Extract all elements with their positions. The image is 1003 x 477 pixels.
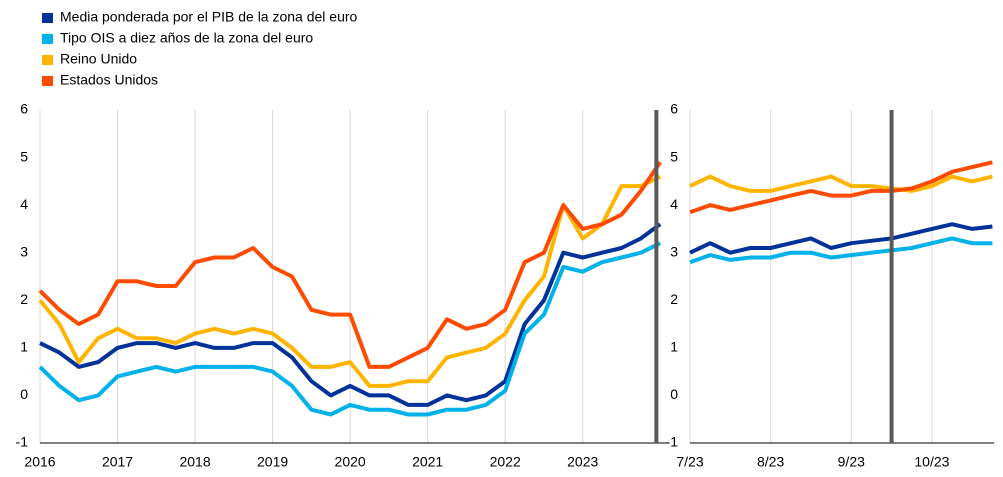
y-tick-label: 5 bbox=[20, 148, 28, 164]
legend-swatch bbox=[42, 76, 53, 86]
y-tick-label: 2 bbox=[670, 291, 678, 307]
series-line bbox=[39, 222, 662, 407]
y-tick-label: 1 bbox=[670, 339, 678, 355]
y-tick-label: -1 bbox=[16, 434, 29, 450]
legend-label: Media ponderada por el PIB de la zona de… bbox=[60, 9, 358, 25]
y-tick-label: 3 bbox=[20, 243, 28, 259]
y-tick-label: 0 bbox=[20, 386, 28, 402]
series-line bbox=[689, 236, 993, 265]
x-tick-label: 2023 bbox=[567, 454, 598, 470]
y-tick-label: 0 bbox=[670, 386, 678, 402]
series-line bbox=[689, 174, 993, 193]
y-tick-label: 1 bbox=[20, 339, 28, 355]
x-tick-label: 10/23 bbox=[914, 454, 949, 470]
y-tick-label: 4 bbox=[20, 196, 28, 212]
legend-swatch bbox=[42, 55, 53, 65]
y-tick-label: 5 bbox=[670, 148, 678, 164]
series-line bbox=[38, 241, 662, 417]
y-tick-label: 2 bbox=[20, 291, 28, 307]
legend-swatch bbox=[42, 13, 53, 23]
x-tick-label: 2017 bbox=[102, 454, 133, 470]
x-tick-label: 2018 bbox=[179, 454, 210, 470]
series-line bbox=[38, 174, 662, 388]
legend-label: Estados Unidos bbox=[60, 72, 158, 88]
legend-label: Reino Unido bbox=[60, 51, 137, 67]
x-tick-label: 9/23 bbox=[838, 454, 865, 470]
x-tick-label: 2019 bbox=[257, 454, 288, 470]
x-tick-label: 7/23 bbox=[676, 454, 703, 470]
x-tick-label: 2020 bbox=[335, 454, 366, 470]
series-line bbox=[38, 161, 662, 369]
x-tick-label: 2021 bbox=[412, 454, 443, 470]
y-tick-label: 3 bbox=[670, 243, 678, 259]
x-tick-label: 8/23 bbox=[757, 454, 784, 470]
x-tick-label: 2022 bbox=[490, 454, 521, 470]
legend-label: Tipo OIS a diez años de la zona del euro bbox=[60, 30, 313, 46]
y-tick-label: 6 bbox=[20, 101, 28, 117]
y-tick-label: 4 bbox=[670, 196, 678, 212]
y-tick-label: 6 bbox=[670, 101, 678, 117]
series-line bbox=[689, 160, 993, 215]
series-line bbox=[689, 222, 993, 255]
x-tick-label: 2016 bbox=[24, 454, 55, 470]
y-tick-label: -1 bbox=[666, 434, 679, 450]
legend-swatch bbox=[42, 34, 53, 44]
